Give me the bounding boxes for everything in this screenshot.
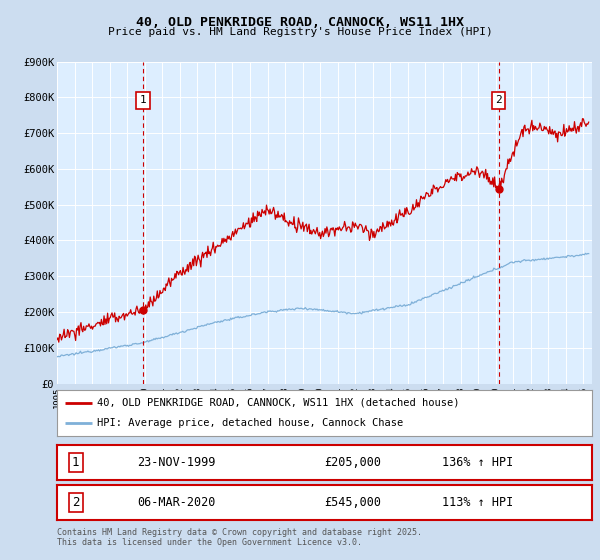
Text: 40, OLD PENKRIDGE ROAD, CANNOCK, WS11 1HX: 40, OLD PENKRIDGE ROAD, CANNOCK, WS11 1H… bbox=[136, 16, 464, 29]
Text: 136% ↑ HPI: 136% ↑ HPI bbox=[442, 456, 514, 469]
Text: £545,000: £545,000 bbox=[325, 496, 382, 509]
Text: Price paid vs. HM Land Registry's House Price Index (HPI): Price paid vs. HM Land Registry's House … bbox=[107, 27, 493, 37]
Text: £205,000: £205,000 bbox=[325, 456, 382, 469]
Text: 23-NOV-1999: 23-NOV-1999 bbox=[137, 456, 215, 469]
Text: Contains HM Land Registry data © Crown copyright and database right 2025.: Contains HM Land Registry data © Crown c… bbox=[57, 528, 422, 536]
Text: 1: 1 bbox=[140, 95, 146, 105]
Text: HPI: Average price, detached house, Cannock Chase: HPI: Average price, detached house, Cann… bbox=[97, 418, 403, 428]
Text: 1: 1 bbox=[72, 456, 79, 469]
Text: 40, OLD PENKRIDGE ROAD, CANNOCK, WS11 1HX (detached house): 40, OLD PENKRIDGE ROAD, CANNOCK, WS11 1H… bbox=[97, 398, 460, 408]
Text: 113% ↑ HPI: 113% ↑ HPI bbox=[442, 496, 514, 509]
Text: 2: 2 bbox=[72, 496, 79, 509]
Text: This data is licensed under the Open Government Licence v3.0.: This data is licensed under the Open Gov… bbox=[57, 538, 362, 547]
Text: 06-MAR-2020: 06-MAR-2020 bbox=[137, 496, 215, 509]
Text: 2: 2 bbox=[495, 95, 502, 105]
